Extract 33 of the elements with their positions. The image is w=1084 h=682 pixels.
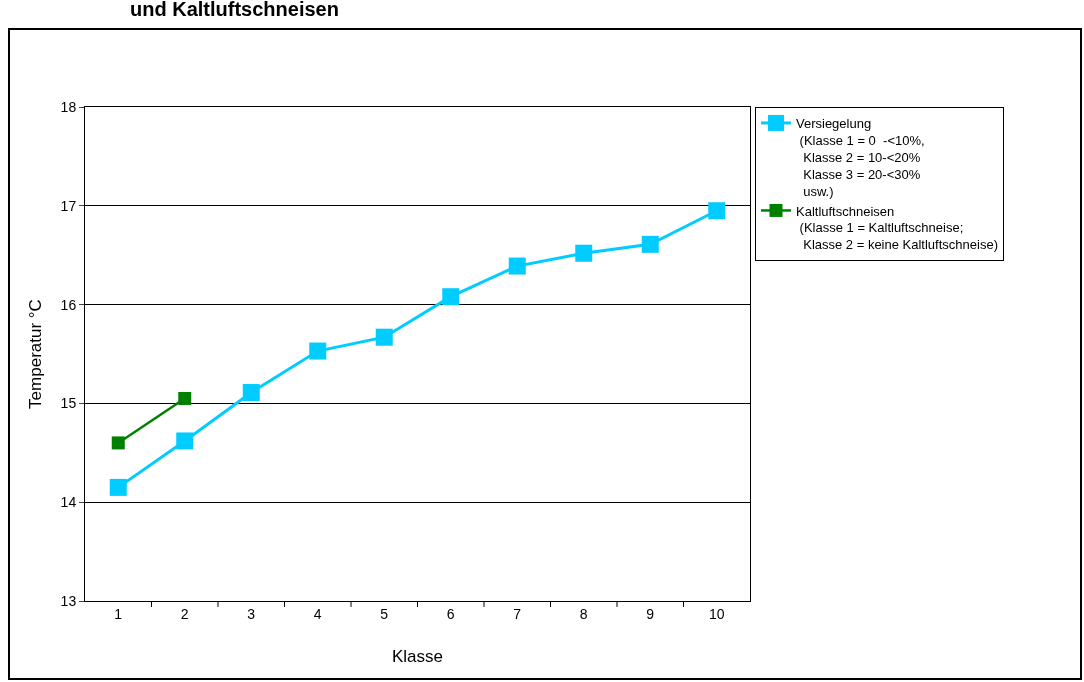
point — [708, 202, 726, 220]
y-axis-title: Temperatur °C — [26, 299, 45, 409]
x-tick-label: 6 — [446, 605, 455, 622]
point — [375, 328, 393, 346]
x-tick-label: 5 — [380, 605, 389, 622]
x-tick-label: 7 — [513, 605, 522, 622]
point — [242, 384, 260, 402]
point — [508, 257, 526, 275]
chart-title: und Kaltluftschneisen — [130, 0, 339, 21]
y-tick-label: 18 — [60, 98, 77, 115]
point — [111, 436, 125, 450]
y-tick-label: 16 — [60, 296, 77, 313]
x-tick-label: 2 — [180, 605, 189, 622]
point — [309, 342, 327, 360]
point — [575, 244, 593, 262]
point — [442, 288, 460, 306]
x-tick-label: 1 — [114, 605, 123, 622]
point — [178, 391, 192, 405]
x-tick-label: 9 — [646, 605, 655, 622]
x-tick-label: 4 — [313, 605, 322, 622]
y-tick-label: 17 — [60, 197, 77, 214]
point — [176, 432, 194, 450]
x-tick-label: 3 — [247, 605, 256, 622]
x-tick-label: 8 — [579, 605, 588, 622]
point — [641, 235, 659, 253]
y-tick-label: 14 — [60, 494, 77, 511]
x-tick-label: 10 — [708, 605, 725, 622]
y-tick-label: 13 — [60, 592, 77, 609]
legend-label: Kaltluftschneisen (Klasse 1 = Kaltluftschneise; Klasse 2 = keine Kaltluftschneise) — [795, 203, 998, 253]
point — [109, 478, 127, 496]
x-axis-title: Klasse — [391, 647, 444, 666]
y-tick-label: 15 — [60, 395, 77, 412]
legend-label: Versiegelung (Klasse 1 = 0 -<10%, Klasse 2 = 10-<20% Klasse 3 = 20-<30% usw.) — [795, 116, 925, 199]
